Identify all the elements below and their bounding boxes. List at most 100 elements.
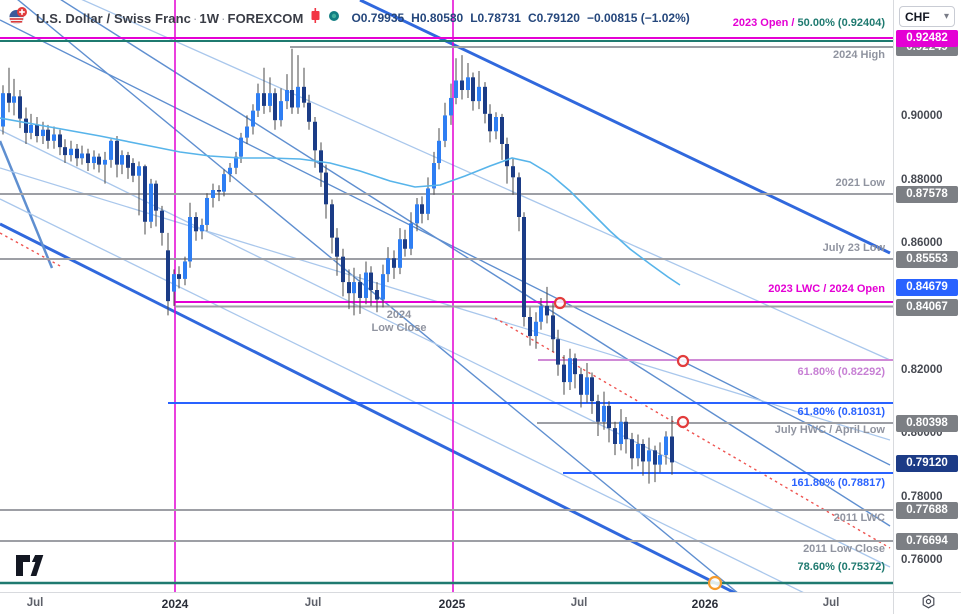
candle[interactable] [420,196,424,224]
candle[interactable] [1,85,5,135]
candle[interactable] [268,77,272,113]
candle[interactable] [579,367,583,408]
candle[interactable] [494,112,498,140]
candle[interactable] [511,158,515,195]
candle[interactable] [75,143,79,167]
candle[interactable] [330,199,334,254]
candle[interactable] [647,437,651,484]
candle[interactable] [115,136,119,178]
candle[interactable] [86,148,90,171]
candle[interactable] [285,74,289,110]
candle[interactable] [437,128,441,170]
level-touch-marker[interactable] [676,354,690,368]
trendline[interactable] [0,129,891,568]
trendline[interactable] [0,140,54,269]
candle[interactable] [217,185,221,202]
market-status-icon[interactable] [328,9,340,27]
candle[interactable] [188,202,192,268]
candle[interactable] [562,355,566,395]
candle[interactable] [279,88,283,127]
candle[interactable] [613,421,617,456]
candle[interactable] [556,329,560,376]
candle[interactable] [545,286,549,324]
time-axis[interactable]: Jul 2024 Jul 2025 Jul 2026 Jul [0,592,893,614]
candle[interactable] [234,151,238,175]
candle[interactable] [126,151,130,179]
candle[interactable] [398,228,402,275]
candle[interactable] [636,434,640,467]
candle[interactable] [251,104,255,135]
candle[interactable] [80,145,84,165]
trendline[interactable] [0,19,891,466]
candle[interactable] [409,212,413,256]
trendline[interactable] [0,0,790,592]
candle[interactable] [585,363,589,403]
trendline[interactable] [0,222,777,592]
candle[interactable] [290,48,294,114]
candle[interactable] [551,303,555,352]
candle[interactable] [307,94,311,130]
candle[interactable] [539,297,543,330]
candle[interactable] [149,178,153,229]
candle[interactable] [358,274,362,314]
candle[interactable] [335,228,339,276]
candle[interactable] [97,153,101,173]
candle[interactable] [641,439,645,476]
candle[interactable] [137,161,141,216]
candle[interactable] [256,83,260,117]
candle[interactable] [341,248,345,297]
candle[interactable] [568,348,572,391]
candle[interactable] [58,129,62,156]
candle[interactable] [302,67,306,108]
candle[interactable] [172,269,176,306]
candle[interactable] [483,82,487,124]
tradingview-logo[interactable] [16,555,49,583]
candle[interactable] [143,164,147,235]
candle[interactable] [103,151,107,184]
candle[interactable] [211,183,215,208]
level-touch-marker[interactable] [676,415,690,429]
candle[interactable] [324,164,328,219]
candle[interactable] [35,117,39,143]
candle[interactable] [432,151,436,195]
trendline[interactable] [0,167,891,441]
candle[interactable] [602,391,606,430]
candle[interactable] [624,417,628,454]
candle[interactable] [92,150,96,170]
candle[interactable] [245,115,249,144]
currency-selector[interactable]: CHF ▾ [899,6,955,27]
candle[interactable] [471,72,475,111]
candle[interactable] [313,117,317,168]
price-axis[interactable]: CHF ▾ 0.90000 0.88000 0.86000 0.82000 0.8000… [893,0,961,592]
candle[interactable] [131,158,135,183]
candle[interactable] [29,113,33,140]
candle[interactable] [573,353,577,389]
candle[interactable] [596,394,600,437]
candle[interactable] [534,312,538,349]
candle[interactable] [443,102,447,148]
trendline[interactable] [0,0,891,361]
candle-style-icon[interactable] [310,8,321,28]
candle[interactable] [200,218,204,240]
level-touch-marker[interactable] [707,575,723,591]
candle[interactable] [273,88,277,130]
candle[interactable] [619,409,623,451]
candle[interactable] [392,250,396,279]
candle[interactable] [296,55,300,114]
candle[interactable] [177,266,181,289]
candle[interactable] [46,124,50,149]
candle[interactable] [63,139,67,164]
candle[interactable] [205,193,209,232]
trendline[interactable] [494,317,891,549]
candle[interactable] [664,431,668,465]
candle[interactable] [12,78,16,116]
candle[interactable] [375,282,379,313]
trendline[interactable] [359,0,891,255]
time-label-month[interactable]: Jul [822,597,840,609]
time-label-year[interactable]: 2026 [691,597,719,611]
chart-pane[interactable]: U.S. Dollar / Swiss Franc · 1W · FOREXCOM O0… [0,0,893,592]
candle[interactable] [154,180,158,227]
candle[interactable] [52,126,56,149]
candle[interactable] [381,264,385,308]
time-label-month[interactable]: Jul [570,597,588,609]
